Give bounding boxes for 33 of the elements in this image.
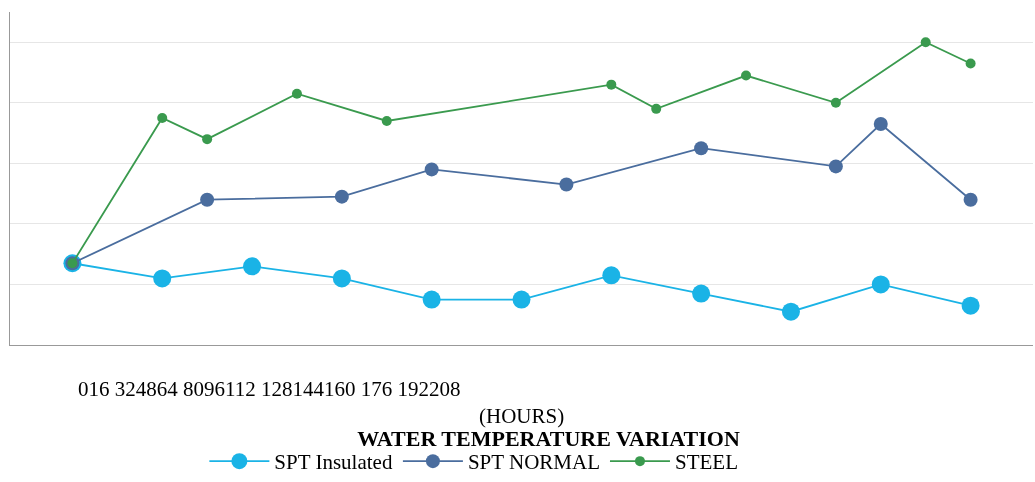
point — [741, 70, 752, 81]
point — [651, 103, 662, 114]
point — [334, 189, 349, 204]
point — [694, 141, 709, 156]
point — [422, 290, 441, 309]
point — [606, 79, 617, 90]
point — [202, 134, 213, 145]
point — [381, 115, 392, 126]
point — [157, 112, 168, 123]
legend-label: SPT NORMAL — [467, 450, 600, 475]
point — [200, 192, 215, 207]
point — [153, 269, 172, 288]
text: 016 324864 8096112 128144160 176 192208 — [78, 377, 461, 401]
point — [963, 192, 978, 207]
point — [692, 284, 711, 303]
point — [512, 290, 531, 309]
point — [873, 117, 888, 131]
x-axis-title: (HOURS) — [479, 404, 565, 428]
point — [424, 162, 439, 177]
point — [559, 177, 574, 192]
point — [961, 296, 980, 315]
point — [781, 302, 800, 321]
point — [243, 257, 262, 276]
point — [830, 97, 841, 108]
legend-label: STEEL — [674, 450, 738, 475]
point — [602, 266, 621, 285]
point — [291, 88, 302, 99]
point — [871, 275, 890, 294]
point — [828, 159, 843, 174]
legend-label: SPT Insulated — [274, 450, 393, 475]
point — [965, 58, 976, 69]
point — [332, 269, 351, 288]
point — [920, 37, 931, 48]
